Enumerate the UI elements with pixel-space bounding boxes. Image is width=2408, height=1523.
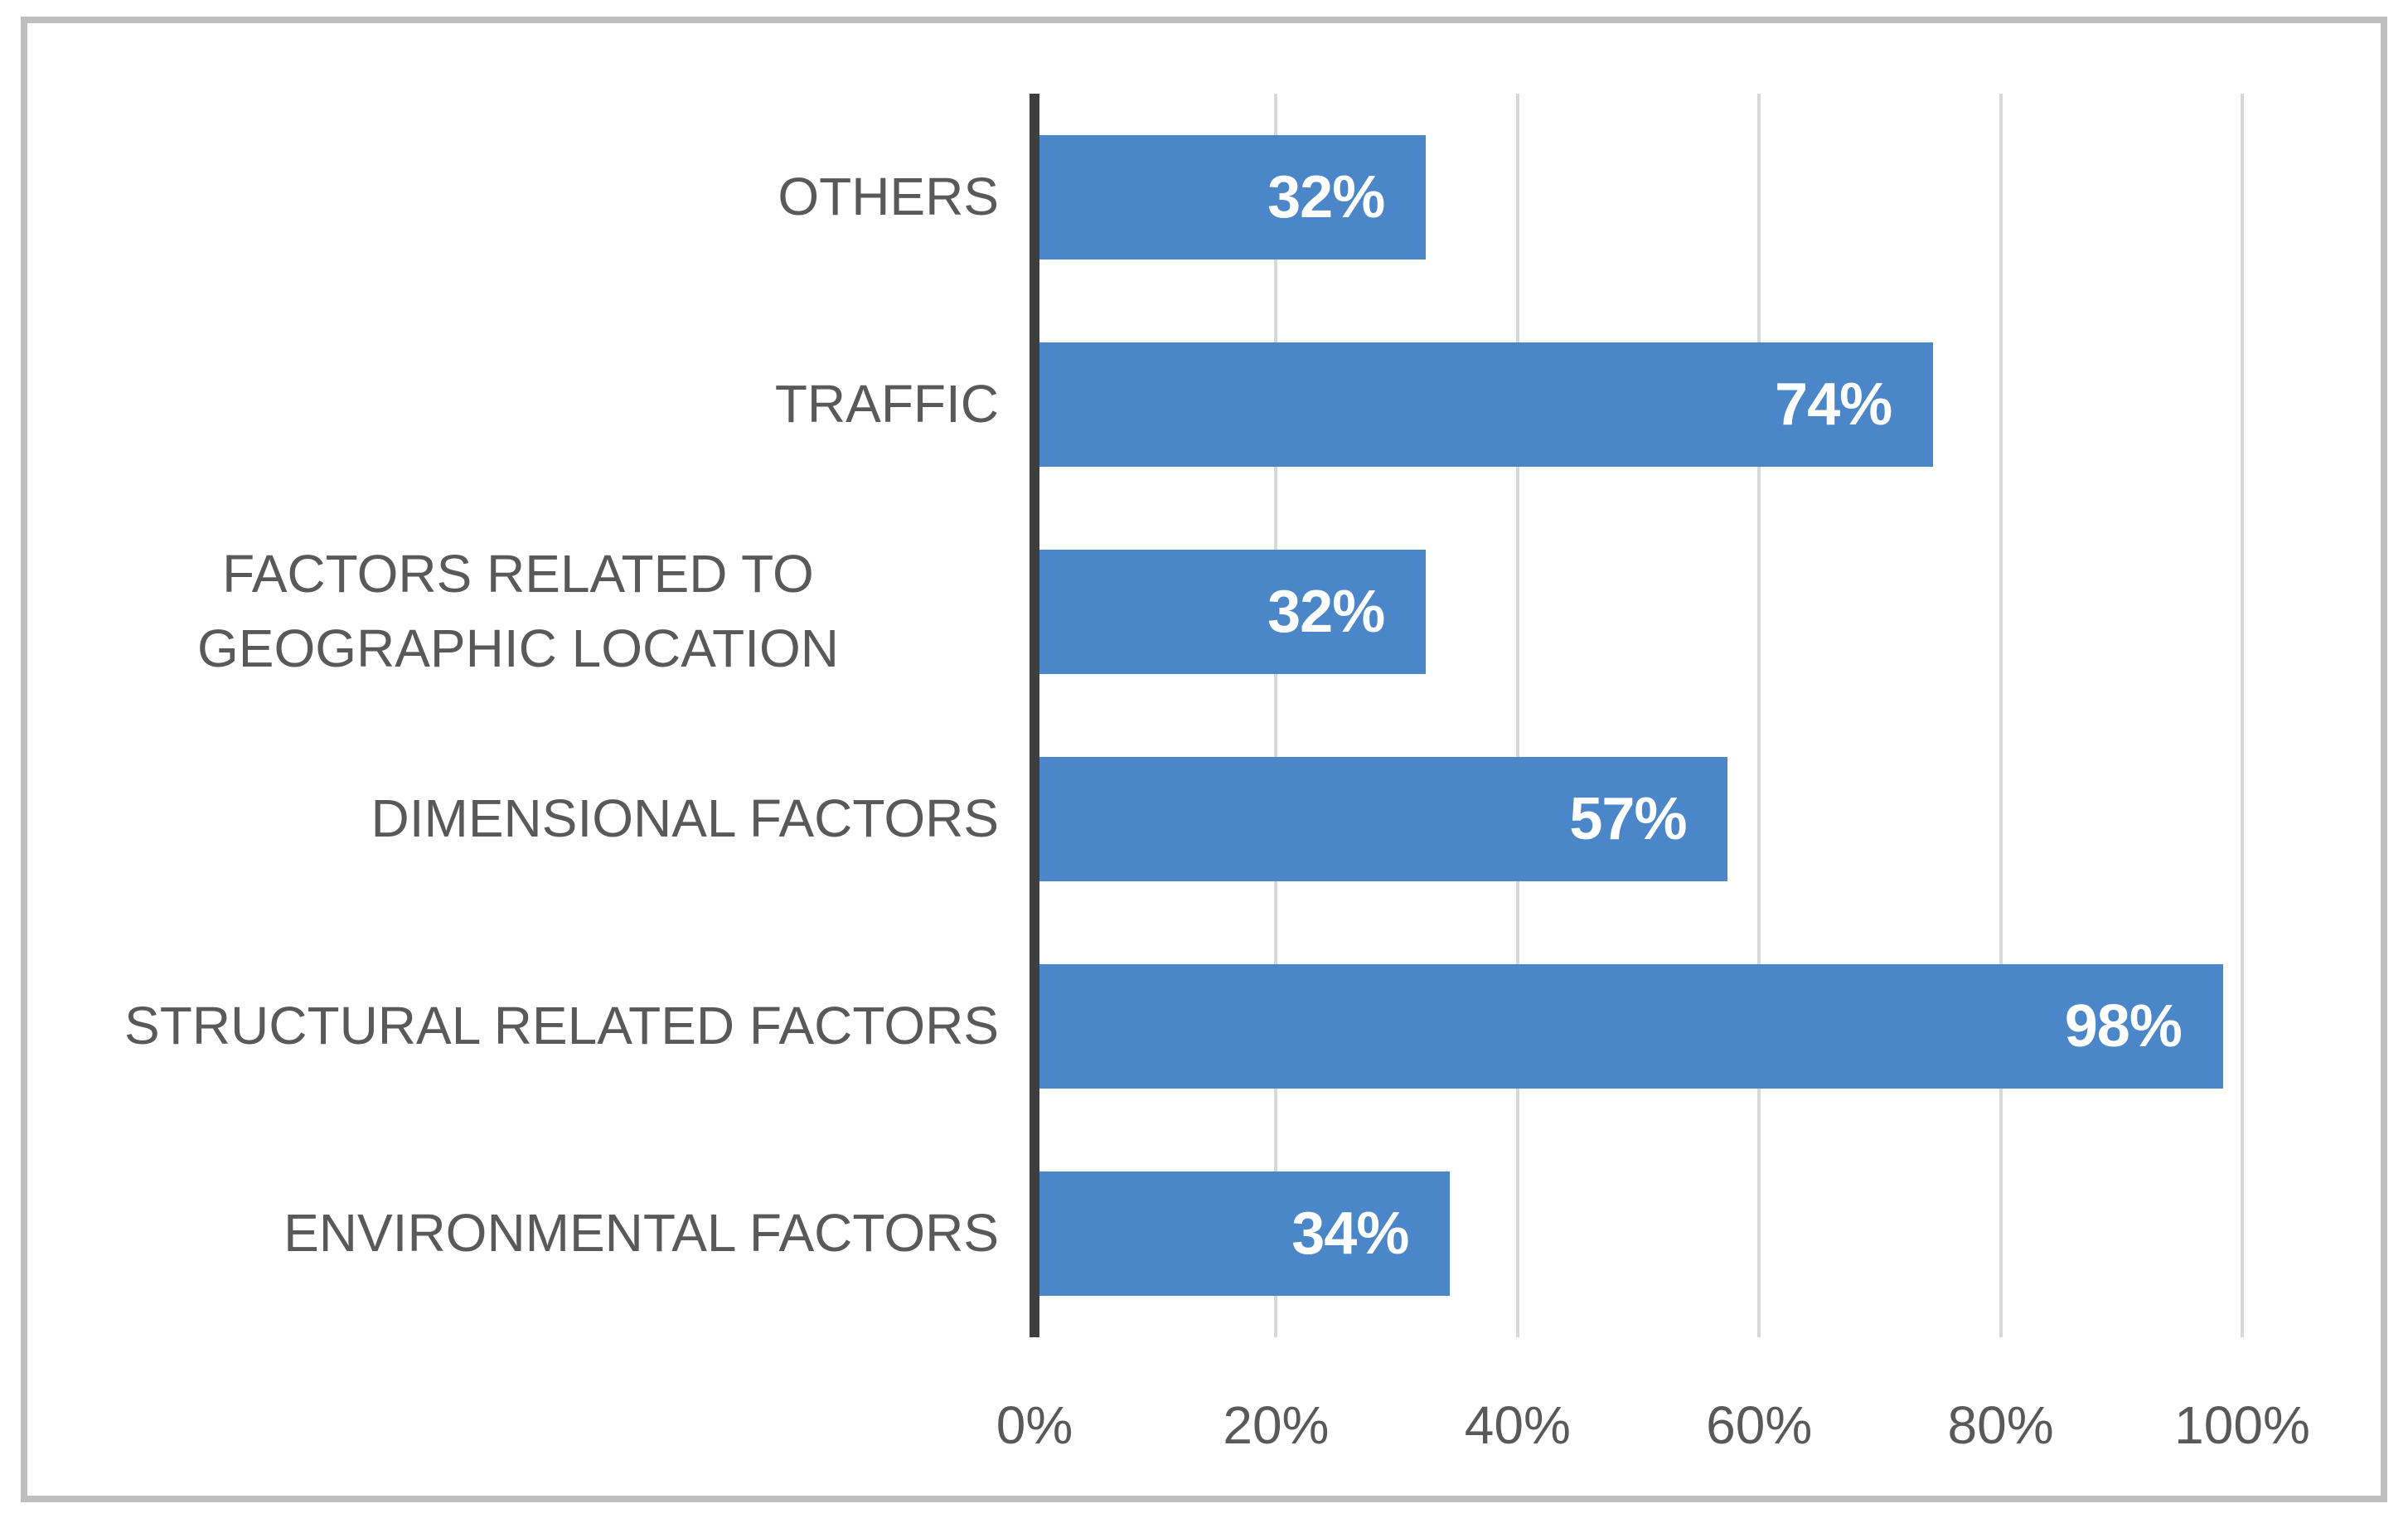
category-label-row: TRAFFIC: [33, 301, 999, 508]
bar-value-label: 74%: [1775, 371, 1892, 438]
bar-value-label: 57%: [1569, 786, 1687, 852]
gridline-100: [2241, 94, 2244, 1337]
x-axis-tick-label: 20%: [1223, 1395, 1330, 1455]
x-axis-tick-label: 60%: [1706, 1395, 1813, 1455]
gridline-60: [1757, 94, 1761, 1337]
bar: 98%: [1039, 964, 2223, 1089]
x-axis-tick-label: 100%: [2174, 1395, 2310, 1455]
bar: 57%: [1039, 757, 1728, 881]
category-label: STRUCTURAL RELATED FACTORS: [124, 996, 999, 1056]
category-label: OTHERS: [778, 167, 999, 227]
category-label-row: FACTORS RELATED TO GEOGRAPHIC LOCATION: [33, 508, 999, 715]
x-axis-tick-label: 0%: [996, 1395, 1073, 1455]
bar-value-label: 32%: [1267, 164, 1385, 230]
gridline-20: [1274, 94, 1278, 1337]
bar: 34%: [1039, 1171, 1451, 1296]
category-label-row: STRUCTURAL RELATED FACTORS: [33, 923, 999, 1130]
y-axis-line: [1030, 94, 1039, 1337]
x-axis-tick-label: 40%: [1464, 1395, 1571, 1455]
gridline-80: [1999, 94, 2003, 1337]
category-label: ENVIRONMENTAL FACTORS: [283, 1203, 999, 1264]
bar-value-label: 98%: [2064, 993, 2183, 1060]
category-label-row: OTHERS: [33, 94, 999, 301]
category-label: DIMENSIONAL FACTORS: [371, 788, 999, 849]
bar: 32%: [1039, 135, 1427, 259]
x-axis-tick-label: 80%: [1947, 1395, 2054, 1455]
bar-value-label: 32%: [1267, 579, 1385, 645]
category-label-row: DIMENSIONAL FACTORS: [33, 715, 999, 923]
category-label: FACTORS RELATED TO GEOGRAPHIC LOCATION: [196, 544, 840, 678]
category-label: TRAFFIC: [774, 374, 999, 434]
category-label-row: ENVIRONMENTAL FACTORS: [33, 1130, 999, 1337]
bar: 32%: [1039, 550, 1427, 674]
bar: 74%: [1039, 342, 1934, 467]
bar-value-label: 34%: [1291, 1200, 1409, 1267]
gridline-40: [1515, 94, 1519, 1337]
